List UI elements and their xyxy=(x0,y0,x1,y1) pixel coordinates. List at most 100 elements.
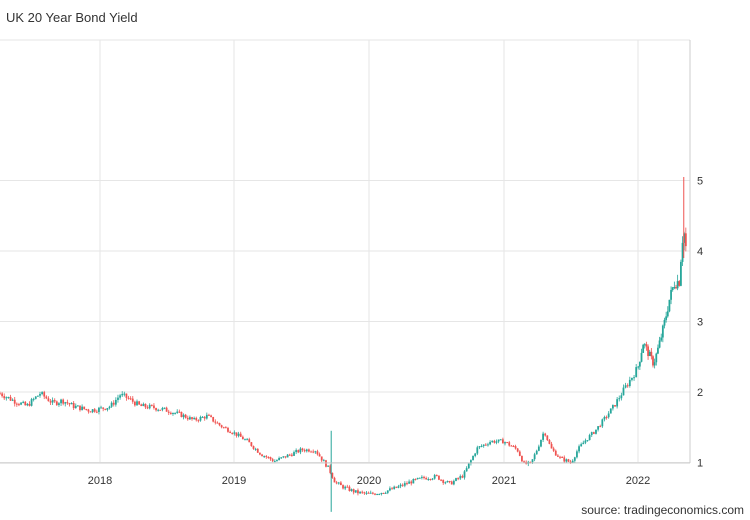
candle-body xyxy=(197,420,200,422)
candle-body xyxy=(144,403,147,408)
candle-body xyxy=(605,416,608,418)
candle-body xyxy=(673,287,676,289)
candle-body xyxy=(186,417,189,420)
candle-body xyxy=(53,400,56,402)
candle-body xyxy=(645,344,648,347)
candle-body xyxy=(516,448,519,452)
candle-body xyxy=(618,398,621,400)
candle-body xyxy=(212,416,215,422)
candle-body xyxy=(87,409,90,412)
candle-body xyxy=(493,440,496,443)
candle-body xyxy=(47,398,50,402)
candle-body xyxy=(231,432,234,434)
candle-body xyxy=(178,411,181,413)
candle-body xyxy=(316,451,319,455)
candle-body xyxy=(369,492,372,494)
candle-body xyxy=(131,398,134,402)
candle-body xyxy=(675,287,677,289)
candle-body xyxy=(24,401,27,406)
candle-body xyxy=(220,425,223,428)
candle-body xyxy=(167,411,170,413)
candle-body xyxy=(1,393,4,397)
candle-body xyxy=(157,409,160,411)
candle-body xyxy=(125,393,128,398)
candle-body xyxy=(256,448,259,453)
candle-body xyxy=(684,233,687,247)
candle-body xyxy=(100,407,102,409)
candle-body xyxy=(91,409,94,413)
x-tick-label: 2021 xyxy=(492,475,516,487)
candle-body xyxy=(681,242,684,262)
candle-body xyxy=(504,442,506,444)
candle-body xyxy=(169,412,172,414)
candle-body xyxy=(546,435,549,441)
candle-body xyxy=(191,417,193,420)
candle-body xyxy=(55,401,58,405)
candle-body xyxy=(668,299,671,312)
candle-body xyxy=(403,483,406,486)
candle-body xyxy=(199,416,202,421)
candle-body xyxy=(244,439,246,441)
candle-body xyxy=(628,379,631,386)
candle-body xyxy=(544,433,547,436)
candle-body xyxy=(609,408,612,414)
candle-body xyxy=(480,445,483,447)
candle-body xyxy=(512,446,515,448)
candle-body xyxy=(49,401,52,403)
candle-body xyxy=(76,405,79,407)
candle-body xyxy=(463,471,466,478)
candle-body xyxy=(329,465,332,473)
candle-body xyxy=(484,444,487,446)
candle-body xyxy=(210,415,212,417)
candle-body xyxy=(416,477,419,480)
candle-body xyxy=(401,484,404,486)
candle-body xyxy=(13,399,16,404)
candle-body xyxy=(265,456,268,458)
candle-body xyxy=(506,442,509,444)
candle-body xyxy=(429,479,432,481)
y-tick-label: 5 xyxy=(697,176,703,188)
candle-body xyxy=(622,387,625,396)
candle-body xyxy=(161,408,164,410)
candle-body xyxy=(95,411,98,413)
candle-body xyxy=(420,476,423,478)
candle-body xyxy=(647,346,649,357)
candle-body xyxy=(45,396,48,399)
candle-body xyxy=(216,422,219,424)
candle-body xyxy=(537,446,540,451)
candle-body xyxy=(342,485,344,489)
x-tick-label: 2020 xyxy=(357,475,381,487)
candle-body xyxy=(121,393,124,396)
candle-body xyxy=(286,454,289,458)
candle-body xyxy=(652,356,654,366)
x-tick-label: 2022 xyxy=(626,475,650,487)
candle-body xyxy=(378,494,381,496)
candle-body xyxy=(51,400,54,403)
candle-body xyxy=(325,460,327,467)
candle-body xyxy=(410,481,413,484)
candle-body xyxy=(140,404,143,407)
candle-body xyxy=(250,442,253,447)
candle-body xyxy=(595,429,597,434)
candle-body xyxy=(678,281,681,286)
candle-body xyxy=(112,402,115,405)
candle-body xyxy=(276,460,278,462)
candle-body xyxy=(150,404,153,406)
candle-body xyxy=(397,486,400,488)
candle-body xyxy=(252,446,255,449)
candle-body xyxy=(288,454,291,456)
candle-body xyxy=(680,261,682,286)
candle-body xyxy=(470,460,472,464)
candle-body xyxy=(117,397,119,400)
candle-body xyxy=(108,406,111,409)
candle-body xyxy=(303,450,306,452)
candle-body xyxy=(30,399,33,406)
candle-body xyxy=(62,399,65,404)
chart-title: UK 20 Year Bond Yield xyxy=(6,10,138,25)
candle-body xyxy=(474,453,477,456)
candle-body xyxy=(440,479,442,481)
candle-body xyxy=(142,403,145,407)
candle-body xyxy=(85,409,88,411)
candle-body xyxy=(68,403,71,405)
candle-body xyxy=(637,366,640,368)
